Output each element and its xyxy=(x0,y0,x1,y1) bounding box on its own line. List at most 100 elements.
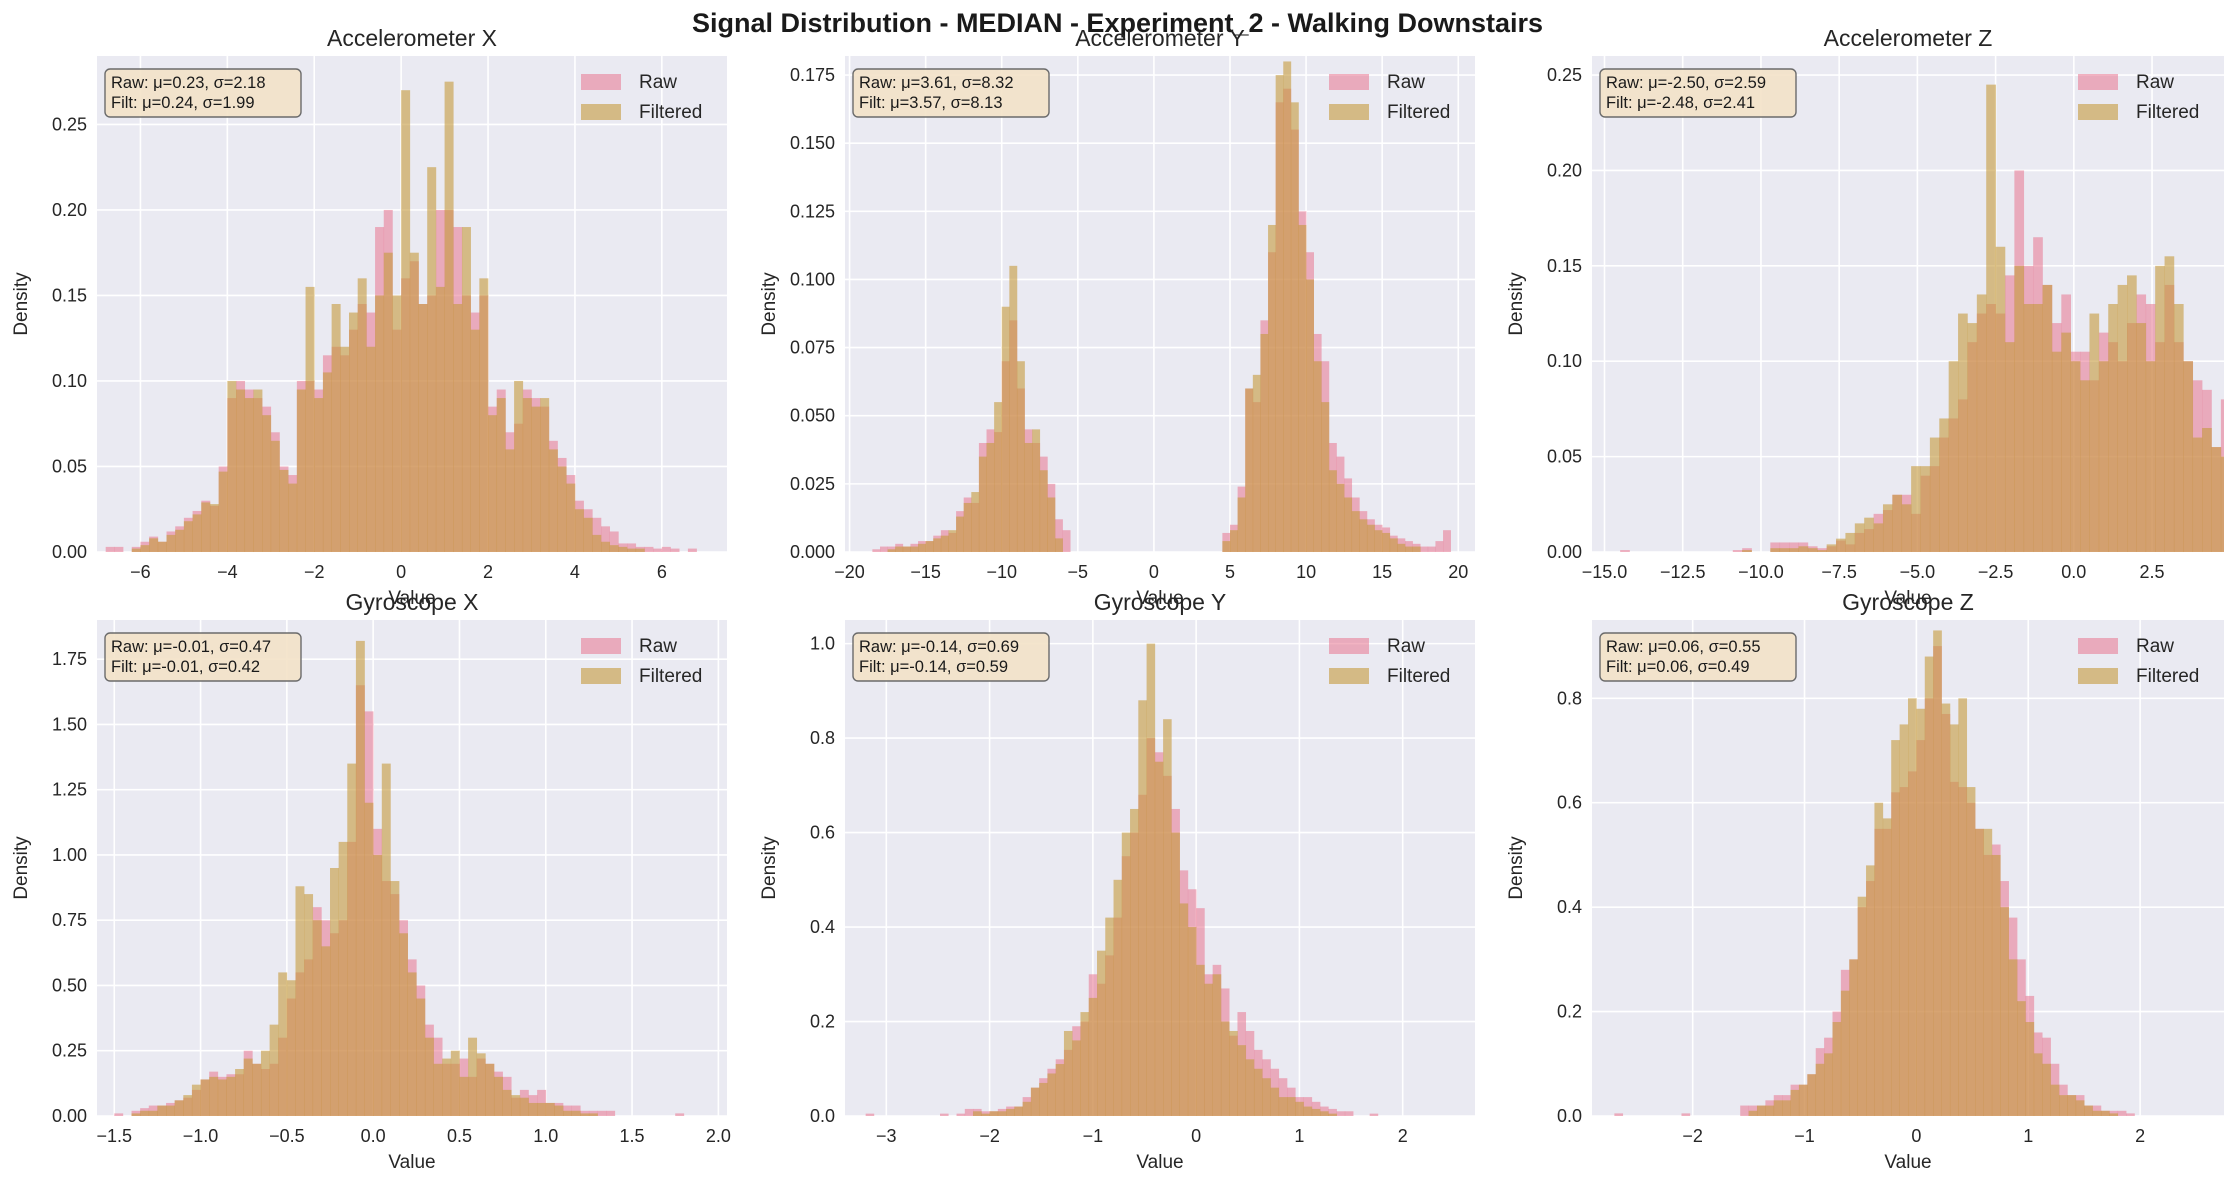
x-tick-label: 6 xyxy=(657,562,667,582)
filtered-bar xyxy=(235,1069,245,1116)
x-tick-label: 0 xyxy=(1191,1126,1201,1146)
filtered-bar xyxy=(270,440,280,552)
filtered-bar xyxy=(1154,761,1164,1116)
y-axis-label: Density xyxy=(759,272,780,336)
filtered-bar xyxy=(244,398,254,552)
x-tick-label: 20 xyxy=(1448,562,1468,582)
x-axis-label: Value xyxy=(1884,588,1931,609)
filtered-bar xyxy=(2050,1084,2060,1116)
y-tick-label: 0.100 xyxy=(790,269,835,289)
raw-bar xyxy=(1740,1105,1749,1116)
filtered-bar xyxy=(1222,541,1231,552)
stats-box: Raw: μ=0.23, σ=2.18 Filt: μ=0.24, σ=1.99 xyxy=(104,68,302,118)
filtered-bar xyxy=(1014,1106,1023,1116)
raw-bar xyxy=(1435,541,1444,552)
raw-bar xyxy=(114,1113,124,1116)
filtered-bar xyxy=(296,389,306,552)
filtered-bar xyxy=(2202,428,2212,552)
filtered-bar xyxy=(948,530,957,552)
filtered-bar xyxy=(1055,538,1063,552)
filtered-bar xyxy=(554,1105,564,1116)
filtered-bar xyxy=(278,972,288,1116)
raw-bar xyxy=(1789,542,1799,552)
y-axis-label: Density xyxy=(1506,272,1527,336)
raw-bar xyxy=(1732,550,1743,552)
raw-bar xyxy=(1770,542,1781,552)
filtered-bar xyxy=(627,548,637,552)
filtered-bar xyxy=(1229,1030,1238,1116)
x-tick-label: 1 xyxy=(1294,1126,1304,1146)
filtered-bar xyxy=(1351,511,1360,552)
filtered-bar xyxy=(1798,546,1809,552)
y-tick-label: 0.025 xyxy=(790,474,835,494)
filtered-bar xyxy=(1260,333,1269,552)
filtered-bar xyxy=(468,1037,478,1116)
filtered-bar xyxy=(997,1111,1007,1116)
filtered-bar xyxy=(357,278,367,552)
filtered-bar xyxy=(209,504,219,552)
filtered-bar xyxy=(2089,313,2100,552)
filtered-bar xyxy=(1748,1110,1758,1116)
filtered-bar xyxy=(1278,1097,1288,1116)
stats-box: Raw: μ=3.61, σ=8.32 Filt: μ=3.57, σ=8.13 xyxy=(852,68,1050,118)
stats-line: Raw: μ=0.23, σ=2.18 xyxy=(111,74,266,92)
filtered-bar xyxy=(183,1095,193,1116)
filtered-bar xyxy=(140,545,150,552)
y-tick-label: 0.20 xyxy=(1547,160,1582,180)
x-tick-label: 2.0 xyxy=(706,1126,731,1146)
filtered-bar xyxy=(381,763,391,1116)
filtered-bar xyxy=(1030,1087,1040,1116)
filtered-bar xyxy=(502,1089,512,1116)
y-tick-label: 1.25 xyxy=(52,780,87,800)
y-tick-label: 0.00 xyxy=(52,1106,87,1126)
filtered-bar xyxy=(1920,466,1931,552)
subplot-title: Accelerometer X xyxy=(327,25,497,51)
x-axis-label: Value xyxy=(1136,588,1183,609)
filtered-bar xyxy=(1055,1064,1065,1116)
filtered-bar xyxy=(2127,275,2137,552)
legend-label: Filtered xyxy=(1387,102,1450,123)
filtered-bar xyxy=(1006,1108,1015,1116)
raw-bar xyxy=(956,1113,966,1116)
subplot-title: Accelerometer Y xyxy=(1075,25,1245,51)
stats-line: Raw: μ=3.61, σ=8.32 xyxy=(859,74,1014,92)
y-axis-label: Density xyxy=(11,836,32,900)
filtered-bar xyxy=(1991,854,2001,1116)
figure-title: Signal Distribution - MEDIAN - Experimen… xyxy=(691,8,1544,38)
raw-bar xyxy=(2126,1113,2135,1116)
filtered-bar xyxy=(2192,437,2203,552)
filtered-bar xyxy=(1382,532,1391,552)
x-tick-label: 1.5 xyxy=(620,1126,645,1146)
filtered-bar xyxy=(488,415,498,552)
filtered-bar xyxy=(1789,548,1799,552)
x-tick-label: 1 xyxy=(2023,1126,2033,1146)
filtered-bar xyxy=(304,894,314,1116)
filtered-bar xyxy=(1321,402,1330,552)
x-tick-label: −7.5 xyxy=(1821,562,1857,582)
y-tick-label: 0.20 xyxy=(52,200,87,220)
filtered-bar xyxy=(1306,279,1314,552)
x-tick-label: −3 xyxy=(876,1126,897,1146)
stats-box-frame xyxy=(852,68,1050,118)
subplot-6: −2 −1 0 1 2 0.0 0.2 0.4 0.6 0.8 Value Density Gyrosc… xyxy=(1506,589,2224,1173)
filtered-bar xyxy=(1756,1105,1766,1116)
filtered-bar xyxy=(2145,361,2156,552)
filtered-bar xyxy=(1295,1101,1304,1116)
filtered-bar xyxy=(1268,224,1276,552)
filtered-bar xyxy=(2061,332,2071,552)
filtered-bar xyxy=(540,398,550,552)
filtered-bar xyxy=(902,546,911,552)
filtered-bar xyxy=(217,1079,227,1116)
filtered-bar xyxy=(1929,437,1940,552)
filtered-bar xyxy=(1016,361,1025,552)
filtered-bar xyxy=(322,372,332,552)
raw-bar xyxy=(940,1113,949,1116)
filtered-bar xyxy=(1933,630,1942,1116)
stats-line: Filt: μ=-0.01, σ=0.42 xyxy=(111,658,260,676)
filtered-bar xyxy=(253,389,263,552)
stats-box: Raw: μ=-0.14, σ=0.69 Filt: μ=-0.14, σ=0.5… xyxy=(852,632,1050,682)
filtered-bar xyxy=(1009,265,1018,552)
x-axis-label: Value xyxy=(388,1152,435,1173)
filtered-bar xyxy=(461,227,471,552)
